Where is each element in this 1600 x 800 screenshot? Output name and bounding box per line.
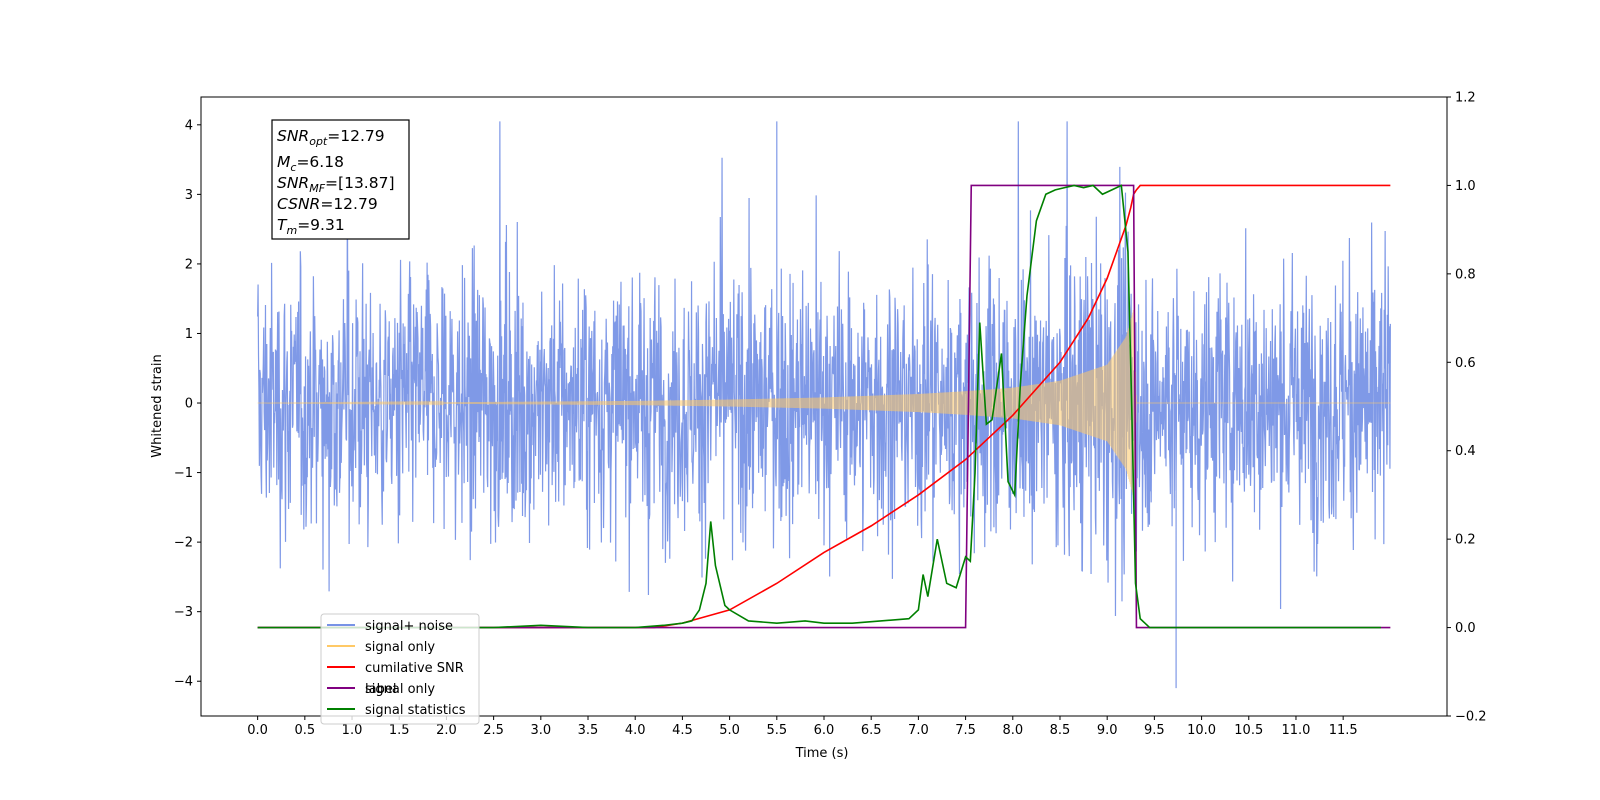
- x-tick-label: 9.0: [1097, 723, 1118, 738]
- legend-label-signal-only: signal only: [365, 640, 435, 655]
- y-tick-label: −1: [174, 466, 193, 481]
- y-tick-label: −2: [174, 536, 193, 551]
- x-tick-label: 1.0: [342, 723, 363, 738]
- legend-label-cumulative-snr: cumilative SNR: [365, 661, 464, 676]
- x-tick-label: 10.5: [1234, 723, 1263, 738]
- series-signal-only: [257, 309, 1391, 495]
- annotation-frame: [271, 119, 410, 240]
- y2-tick-label: 0.6: [1455, 356, 1476, 371]
- x-tick-label: 4.5: [672, 723, 693, 738]
- x-tick-label: 10.0: [1187, 723, 1216, 738]
- legend-frame: [320, 613, 480, 725]
- x-tick-label: 6.5: [861, 723, 882, 738]
- x-tick-label: 5.5: [766, 723, 787, 738]
- x-tick-label: 11.0: [1281, 723, 1310, 738]
- x-tick-label: 7.0: [908, 723, 929, 738]
- y-tick-label: 0: [185, 397, 193, 412]
- annotation-csnr: CSNR=12.79: [277, 195, 378, 213]
- x-tick-label: 1.5: [389, 723, 410, 738]
- y-tick-label: −3: [174, 605, 193, 620]
- legend-label-label: label: [365, 682, 396, 697]
- legend-label-signal-noise: signal+ noise: [365, 619, 453, 634]
- y-axis-title: Whitened strain: [150, 354, 165, 457]
- annotation-merger-time: Tm=9.31: [277, 216, 345, 237]
- y2-tick-label: −0.2: [1455, 710, 1487, 725]
- x-tick-label: 5.0: [719, 723, 740, 738]
- series-signal-statistics: [257, 184, 1381, 629]
- y2-tick-label: 0.8: [1455, 267, 1476, 282]
- legend-overlapped-text: signal only: [365, 682, 435, 697]
- x-tick-label: 3.5: [578, 723, 599, 738]
- x-tick-label: 2.5: [483, 723, 504, 738]
- x-tick-label: 2.0: [436, 723, 457, 738]
- x-tick-label: 0.0: [247, 723, 268, 738]
- series-signal-noise: [257, 121, 1391, 689]
- x-tick-label: 11.5: [1329, 723, 1358, 738]
- y-tick-label: 1: [185, 327, 193, 342]
- y2-tick-label: 0.0: [1455, 621, 1476, 636]
- x-tick-label: 3.0: [530, 723, 551, 738]
- annotation-chirp-mass: Mc=6.18: [277, 153, 344, 174]
- x-tick-label: 9.5: [1144, 723, 1165, 738]
- annotation-snr-mf: SNRMF=[13.87]: [277, 174, 395, 195]
- x-tick-label: 7.5: [955, 723, 976, 738]
- y-tick-label: 3: [185, 188, 193, 203]
- y-tick-label: −4: [174, 675, 193, 690]
- x-tick-label: 8.5: [1050, 723, 1071, 738]
- legend: signal+ noise signal only cumilative SNR…: [320, 613, 480, 725]
- x-tick-label: 6.0: [814, 723, 835, 738]
- x-tick-label: 8.0: [1002, 723, 1023, 738]
- y2-tick-label: 0.2: [1455, 533, 1476, 548]
- y-tick-label: 2: [185, 257, 193, 272]
- annotation-snr-opt: SNRopt=12.79: [277, 127, 385, 148]
- x-axis-title: Time (s): [795, 746, 849, 761]
- y-tick-label: 4: [185, 118, 193, 133]
- y2-tick-label: 1.0: [1455, 179, 1476, 194]
- y2-tick-label: 0.4: [1455, 444, 1476, 459]
- x-tick-label: 0.5: [294, 723, 315, 738]
- stats-annotation-box: SNRopt=12.79 Mc=6.18 SNRMF=[13.87] CSNR=…: [271, 119, 410, 240]
- legend-label-signal-statistics: signal statistics: [365, 703, 466, 718]
- x-tick-label: 4.0: [625, 723, 646, 738]
- y2-tick-label: 1.2: [1455, 91, 1476, 106]
